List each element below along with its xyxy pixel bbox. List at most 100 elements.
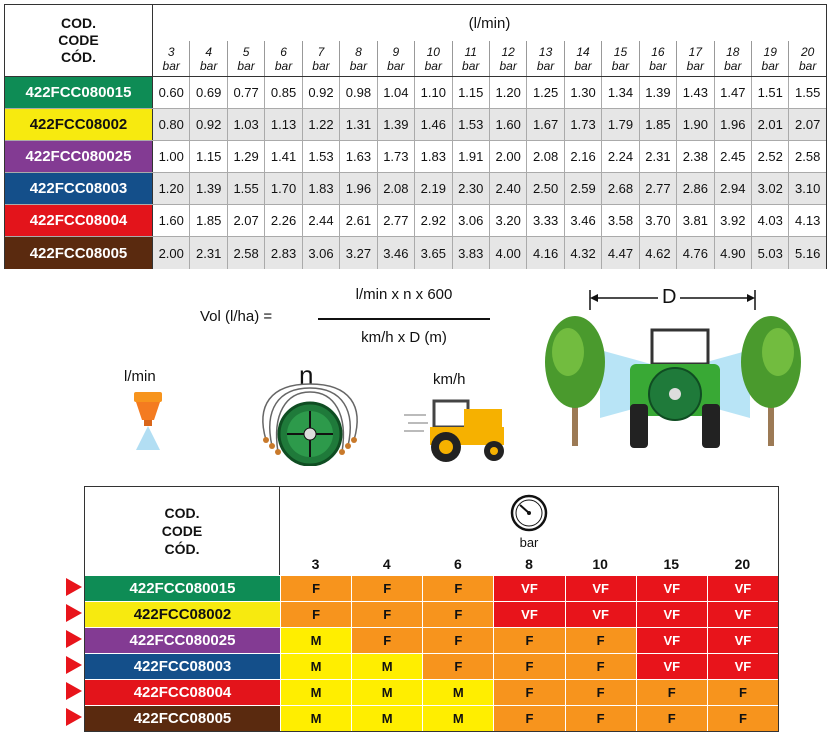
pressure-value: 15	[613, 44, 628, 59]
flow-cell: 2.61	[339, 205, 376, 236]
pressure-unit: bar	[686, 58, 705, 73]
flow-cell: 3.06	[451, 205, 489, 236]
class-pressure-header: 20	[734, 556, 751, 572]
nozzle-code: 422FCC080015	[85, 575, 280, 601]
flow-cell: 4.16	[526, 237, 563, 269]
flow-values: 0.60 0.69 0.77 0.85 0.92 0.98 1.04 1.10 1.15 1.20…	[153, 77, 826, 108]
pressure-gauge-header: bar	[280, 487, 778, 553]
nozzle-code: 422FCC08002	[5, 109, 153, 140]
flow-cell: 3.70	[638, 205, 676, 236]
pressure-value: 16	[651, 44, 665, 59]
code-header-line: CODE	[161, 523, 203, 539]
droplet-class-cell: F	[351, 601, 423, 627]
table-row: 422FCC08002 0.80 0.92 1.03 1.13 1.22 1.31 1.39 1…	[5, 109, 826, 141]
flow-cell: 2.50	[526, 173, 563, 204]
class-pressure-header: 8	[525, 556, 533, 572]
flow-cell: 1.85	[638, 109, 676, 140]
pressure-unit: bar	[724, 58, 742, 73]
d-label: D	[662, 286, 677, 308]
pressure-unit: bar	[574, 58, 592, 73]
pressure-unit: bar	[424, 58, 442, 73]
droplet-class-cell: F	[493, 627, 565, 653]
flow-cell: 3.58	[601, 205, 638, 236]
nozzle-code: 422FCC08005	[85, 705, 280, 731]
flow-cell: 1.20	[158, 181, 184, 196]
red-arrow-icon	[66, 708, 82, 726]
pressure-value: 6	[280, 44, 287, 59]
flow-cell: 1.39	[638, 77, 676, 108]
droplet-class-cell: F	[280, 575, 352, 601]
fan-nozzles-icon	[262, 383, 358, 466]
flow-cell: 4.47	[601, 237, 638, 269]
flow-cell: 3.83	[451, 237, 489, 269]
flow-cell: 2.86	[676, 173, 713, 204]
flow-cell: 1.47	[713, 77, 751, 108]
class-pressure-header: 3	[311, 556, 320, 572]
flow-cell: 3.46	[563, 205, 601, 236]
droplet-class-cell: F	[351, 627, 423, 653]
nozzle-code: 422FCC08003	[5, 173, 153, 204]
red-arrow-icon	[66, 630, 82, 648]
orchard-sprayer-icon	[545, 290, 801, 448]
class-values: F F F VF VF VF VF	[280, 575, 778, 601]
droplet-class-cell: M	[422, 705, 494, 731]
pressure-unit: bar	[162, 58, 180, 73]
red-arrow-icon	[66, 682, 82, 700]
formula-lhs: Vol (l/ha) =	[200, 308, 273, 325]
pressure-column-header: 20 bar	[788, 41, 825, 76]
code-header-line: CÓD.	[61, 49, 96, 65]
red-arrow-icon	[66, 578, 82, 596]
flow-cell: 3.92	[713, 205, 751, 236]
flow-cell: 2.00	[488, 141, 526, 172]
flow-cell: 2.94	[713, 173, 751, 204]
flow-values: 1.60 1.85 2.07 2.26 2.44 2.61 2.77 2.92 3.06 3.20…	[153, 205, 826, 236]
pressure-value: 14	[576, 44, 590, 59]
flow-cell: 1.73	[563, 109, 601, 140]
flow-cell: 1.22	[301, 109, 339, 140]
flow-cell: 1.31	[339, 109, 376, 140]
flow-cell: 1.20	[488, 77, 526, 108]
flow-cell: 3.27	[339, 237, 376, 269]
pressure-column-header: 13 bar	[526, 41, 563, 76]
pressure-value: 3	[167, 44, 175, 59]
flow-cell: 2.00	[158, 245, 184, 261]
class-values: M F F F F VF VF	[280, 627, 778, 653]
droplet-class-cell: F	[493, 679, 565, 705]
flow-cell: 1.79	[601, 109, 638, 140]
flow-cell: 2.38	[676, 141, 713, 172]
flow-cell: 2.92	[414, 205, 451, 236]
flow-cell: 4.03	[751, 205, 788, 236]
droplet-class-cell: F	[706, 705, 778, 731]
droplet-class-cell: VF	[564, 601, 636, 627]
flow-cell: 1.60	[488, 109, 526, 140]
droplet-class-cell: M	[351, 705, 423, 731]
table-row: 422FCC08003 M M F F F VF VF	[85, 653, 778, 679]
flow-cell: 1.70	[264, 173, 301, 204]
pressure-column-header: 16 bar	[638, 41, 676, 76]
formula-denominator: km/h x D (m)	[361, 329, 447, 346]
droplet-class-cell: F	[493, 653, 565, 679]
flow-cell: 1.53	[301, 141, 339, 172]
flow-cell: 0.60	[158, 85, 184, 100]
droplet-class-cell: M	[422, 679, 494, 705]
droplet-class-cell: VF	[706, 601, 778, 627]
pressure-column-header: 14 bar	[563, 41, 601, 76]
pressure-value: 12	[501, 44, 515, 59]
flow-cell: 2.24	[601, 141, 638, 172]
pressure-unit: bar	[462, 58, 480, 73]
pressure-value: 4	[205, 44, 212, 59]
flow-cell: 1.90	[676, 109, 713, 140]
nozzle-code: 422FCC08002	[85, 601, 280, 627]
pressure-unit: bar	[761, 58, 779, 73]
pressure-column-header: 6 bar	[264, 41, 301, 76]
pressure-unit: bar	[274, 58, 293, 73]
nozzle-code: 422FCC08005	[5, 237, 153, 269]
droplet-class-cell: F	[351, 575, 423, 601]
flow-cell: 2.01	[751, 109, 788, 140]
pressure-unit: bar	[499, 58, 517, 73]
nozzle-code: 422FCC080015	[5, 77, 153, 108]
flow-values: 2.00 2.31 2.58 2.83 3.06 3.27 3.46 3.65 3.83 4.00…	[153, 237, 826, 269]
flow-cell: 0.92	[189, 109, 226, 140]
